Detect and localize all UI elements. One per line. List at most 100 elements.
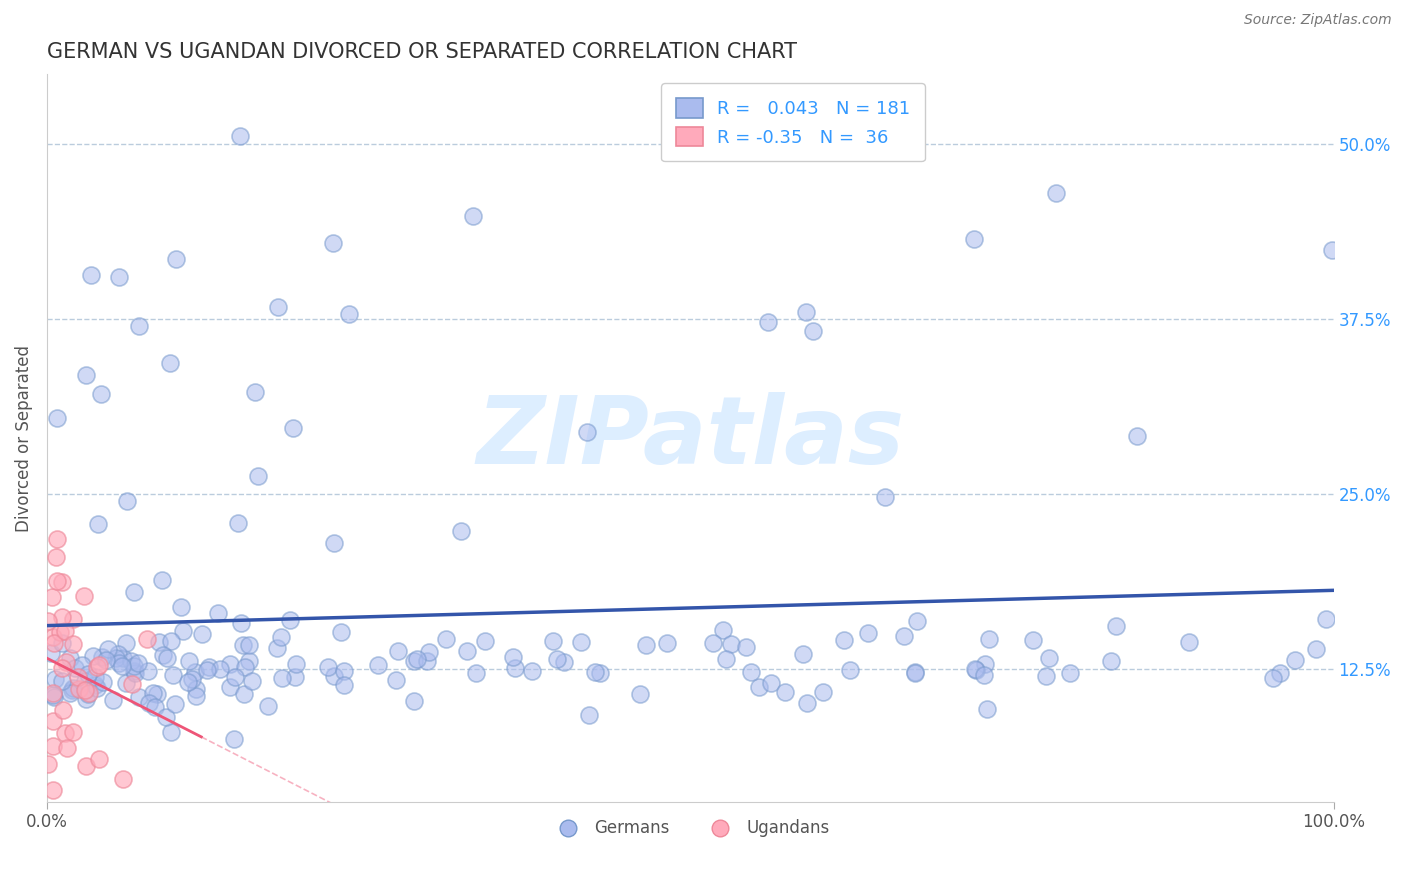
Point — [91, 675, 114, 690]
Point — [77, 687, 100, 701]
Point — [1105, 619, 1128, 633]
Y-axis label: Divorced or Separated: Divorced or Separated — [15, 344, 32, 532]
Point — [94, 653, 117, 667]
Point — [238, 654, 260, 668]
Point — [41, 590, 63, 604]
Point — [238, 638, 260, 652]
Point — [142, 686, 165, 700]
Point — [553, 655, 575, 669]
Point — [1022, 633, 1045, 648]
Point — [280, 613, 302, 627]
Point — [191, 627, 214, 641]
Point — [42, 636, 65, 650]
Point — [735, 640, 758, 654]
Point — [503, 661, 526, 675]
Point — [464, 666, 486, 681]
Point — [219, 657, 242, 671]
Point — [186, 689, 208, 703]
Point — [198, 660, 221, 674]
Point — [53, 624, 76, 639]
Point — [228, 128, 250, 143]
Point — [75, 692, 97, 706]
Point — [796, 696, 818, 710]
Point — [322, 669, 344, 683]
Point — [172, 624, 194, 638]
Point — [773, 685, 796, 699]
Point — [177, 674, 200, 689]
Point — [402, 654, 425, 668]
Point — [150, 574, 173, 588]
Point — [62, 612, 84, 626]
Point — [44, 690, 66, 705]
Point — [209, 662, 232, 676]
Point — [406, 652, 429, 666]
Point — [46, 574, 69, 588]
Point — [146, 687, 169, 701]
Point — [322, 536, 344, 550]
Point — [121, 677, 143, 691]
Point — [184, 665, 207, 679]
Point — [138, 696, 160, 710]
Point — [456, 644, 478, 658]
Point — [976, 701, 998, 715]
Point — [219, 681, 242, 695]
Point — [156, 650, 179, 665]
Point — [873, 490, 896, 504]
Point — [963, 232, 986, 246]
Point — [657, 635, 679, 649]
Point — [1268, 665, 1291, 680]
Point — [404, 694, 426, 708]
Point — [128, 690, 150, 704]
Point — [222, 732, 245, 747]
Point — [165, 252, 187, 267]
Point — [337, 307, 360, 321]
Point — [759, 676, 782, 690]
Point — [52, 703, 75, 717]
Point — [1038, 651, 1060, 665]
Point — [163, 697, 186, 711]
Point — [70, 657, 93, 672]
Point — [474, 633, 496, 648]
Point — [111, 650, 134, 665]
Point — [138, 665, 160, 679]
Point — [86, 681, 108, 695]
Point — [1035, 669, 1057, 683]
Point — [385, 673, 408, 687]
Point — [904, 665, 927, 679]
Point — [105, 651, 128, 665]
Point — [51, 674, 73, 689]
Point — [1045, 186, 1067, 201]
Point — [75, 368, 97, 382]
Point — [108, 269, 131, 284]
Point — [245, 384, 267, 399]
Point — [792, 647, 814, 661]
Point — [702, 636, 724, 650]
Point — [233, 687, 256, 701]
Point — [42, 630, 65, 644]
Point — [177, 654, 200, 668]
Point — [256, 698, 278, 713]
Point — [135, 632, 157, 647]
Point — [893, 629, 915, 643]
Point — [585, 665, 607, 679]
Point — [367, 658, 389, 673]
Point — [1178, 634, 1201, 648]
Point — [1315, 612, 1337, 626]
Point — [322, 236, 344, 251]
Point — [1126, 428, 1149, 442]
Point — [232, 638, 254, 652]
Point — [117, 494, 139, 508]
Point — [83, 670, 105, 684]
Point — [333, 678, 356, 692]
Point — [73, 673, 96, 688]
Point — [284, 657, 307, 671]
Point — [155, 710, 177, 724]
Point — [51, 661, 73, 675]
Point — [114, 675, 136, 690]
Point — [794, 305, 817, 319]
Point — [332, 664, 354, 678]
Point — [756, 315, 779, 329]
Point — [48, 625, 70, 640]
Point — [143, 699, 166, 714]
Point — [195, 663, 218, 677]
